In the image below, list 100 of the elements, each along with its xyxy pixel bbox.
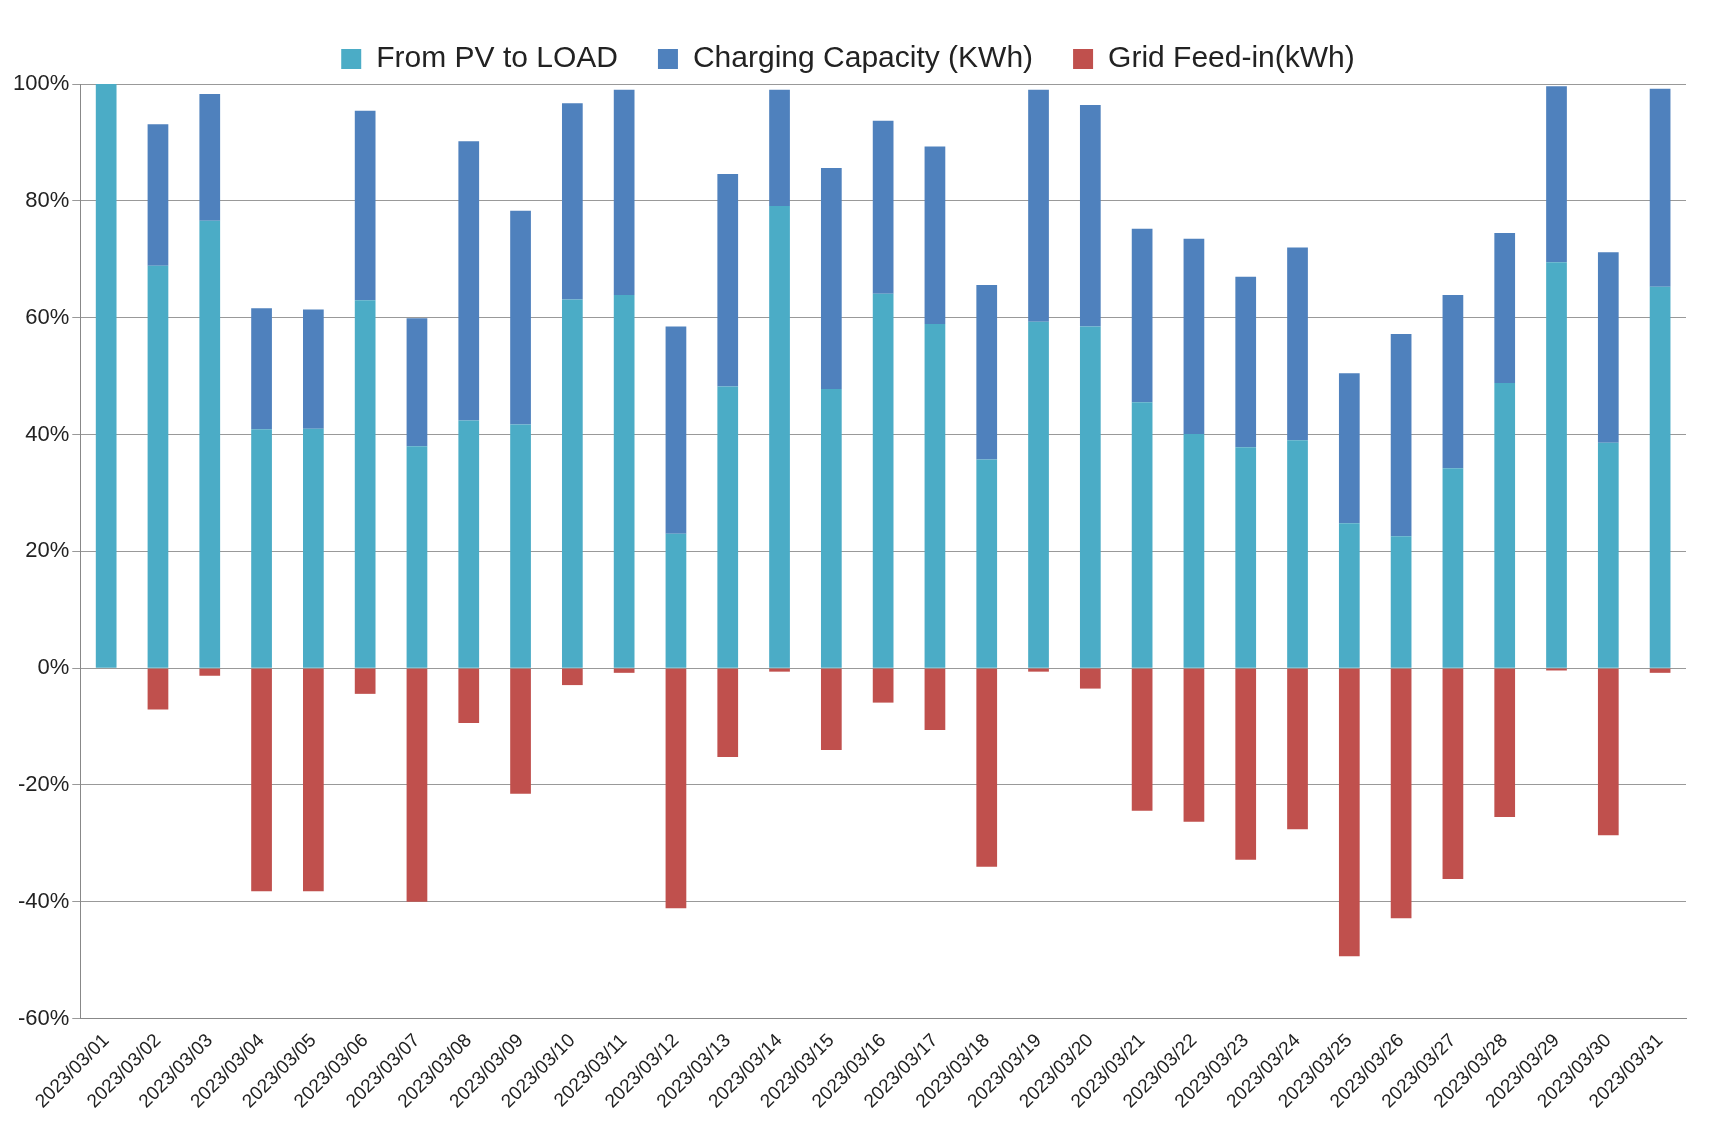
y-tick-label: 60%	[25, 303, 70, 329]
bar	[1442, 668, 1464, 880]
bar	[1028, 668, 1049, 672]
bar	[924, 324, 946, 668]
bar	[1494, 232, 1516, 384]
bar	[251, 668, 272, 892]
bar	[769, 89, 790, 207]
bar	[1597, 442, 1619, 668]
bar	[1079, 326, 1101, 668]
bar	[303, 428, 324, 668]
bar	[1649, 668, 1671, 673]
bar	[1183, 433, 1205, 668]
bar	[1028, 89, 1049, 322]
bar	[1235, 668, 1257, 860]
bar	[147, 668, 169, 710]
y-tick-label: -40%	[17, 887, 70, 913]
bar	[1649, 286, 1671, 668]
bar	[976, 459, 998, 668]
bar	[354, 300, 376, 668]
bar	[458, 668, 480, 724]
bar	[458, 420, 480, 668]
bar	[303, 309, 324, 429]
bar	[1131, 668, 1153, 811]
bar	[1597, 252, 1619, 443]
bar	[1131, 402, 1153, 668]
bar	[717, 173, 739, 387]
bar	[1338, 373, 1360, 524]
bar	[406, 668, 428, 902]
bar	[1546, 86, 1567, 263]
bar	[1287, 247, 1308, 441]
y-tick-label: 0%	[37, 654, 70, 680]
bar	[510, 210, 531, 425]
y-tick-label: -20%	[17, 771, 70, 797]
bar	[665, 533, 687, 668]
y-tick-label: 40%	[25, 420, 70, 446]
y-tick-label: 80%	[25, 186, 70, 212]
bar	[251, 308, 272, 430]
bar	[1131, 228, 1153, 403]
bar	[303, 668, 324, 892]
legend-label: Charging Capacity (KWh)	[692, 40, 1034, 74]
bar	[1028, 321, 1049, 668]
bar	[872, 120, 894, 294]
bar	[1338, 523, 1360, 668]
bar	[561, 103, 583, 300]
bar	[1183, 668, 1205, 822]
bar	[820, 668, 842, 750]
bar	[924, 668, 946, 731]
bar	[1649, 88, 1671, 287]
bar	[354, 110, 376, 301]
bar	[1390, 536, 1412, 668]
bar	[613, 668, 635, 673]
bar	[872, 668, 894, 703]
bar	[820, 388, 842, 668]
bar	[769, 206, 790, 668]
bar	[820, 168, 842, 389]
y-tick-label: 20%	[25, 537, 70, 563]
bar	[1546, 262, 1567, 668]
bar	[147, 265, 169, 668]
bar	[665, 668, 687, 909]
bar	[1494, 383, 1516, 668]
bar	[199, 668, 221, 676]
bar	[561, 299, 583, 668]
bar	[717, 668, 739, 757]
bar	[613, 89, 635, 295]
bar	[924, 146, 946, 325]
bar	[1235, 276, 1257, 448]
bar	[147, 124, 169, 266]
bar	[1442, 294, 1464, 469]
bar	[1183, 238, 1205, 434]
bar	[406, 318, 428, 447]
bar	[1597, 668, 1619, 836]
bar	[95, 84, 117, 668]
bar	[251, 429, 272, 668]
y-tick-label: 100%	[12, 70, 70, 96]
legend-label: Grid Feed-in(kWh)	[1108, 40, 1355, 74]
bar	[354, 668, 376, 694]
bar	[1235, 447, 1257, 668]
bar	[406, 446, 428, 668]
bar	[1079, 668, 1101, 689]
bar	[1494, 668, 1516, 818]
legend-label: From PV to LOAD	[376, 40, 618, 74]
bar	[665, 326, 687, 534]
bar	[199, 220, 221, 668]
bar	[510, 424, 531, 668]
bar	[561, 668, 583, 686]
bar	[613, 294, 635, 668]
bar	[510, 668, 531, 794]
bar	[1079, 105, 1101, 327]
bar	[976, 668, 998, 867]
bar	[976, 284, 998, 460]
bar	[199, 93, 221, 221]
bar	[717, 386, 739, 668]
bar	[1287, 440, 1308, 668]
bar	[1390, 334, 1412, 537]
bar	[872, 293, 894, 668]
bar	[1287, 668, 1308, 830]
bar	[1442, 468, 1464, 668]
bar	[769, 668, 790, 672]
bar	[1390, 668, 1412, 919]
bar	[1338, 668, 1360, 957]
